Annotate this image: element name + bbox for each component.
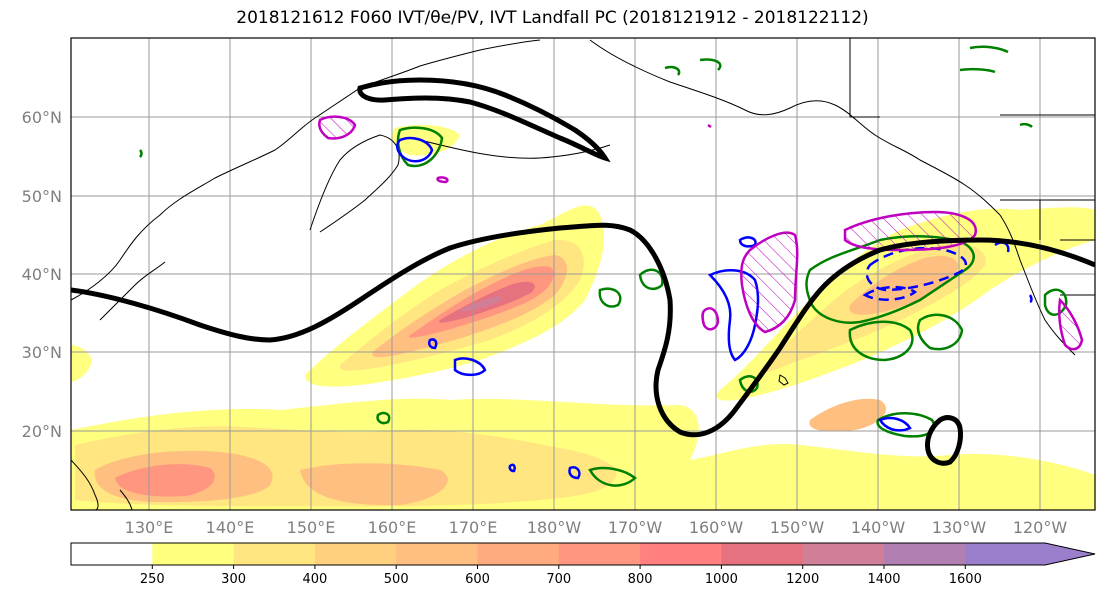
na-interior xyxy=(849,38,1095,296)
ivt-band-south-5 xyxy=(300,463,448,506)
black-contours xyxy=(71,77,1095,466)
colorbar-swatch xyxy=(477,543,560,565)
ivt-river-6 xyxy=(459,296,501,312)
colorbar-swatch xyxy=(396,543,478,565)
colorbar-tick-label: 500 xyxy=(384,572,409,587)
lon-label: 180°W xyxy=(527,518,582,537)
colorbar-tick-label: 600 xyxy=(465,572,490,587)
lon-labels: 130°E 140°E 150°E 160°E 170°E 180°W 170°… xyxy=(125,518,1068,537)
lon-label: 150°W xyxy=(770,518,825,537)
na-west-coast xyxy=(999,214,1076,356)
hawaii xyxy=(778,374,789,386)
lon-label: 150°E xyxy=(287,518,336,537)
colorbar: 250 300 400 500 600 700 800 1000 1200 1400 1600 xyxy=(70,542,1096,587)
lon-label: 160°W xyxy=(689,518,744,537)
colorbar-tick-label: 1200 xyxy=(786,572,819,587)
ivt-shading xyxy=(71,124,1095,510)
black-contour-north xyxy=(357,77,611,163)
alaska xyxy=(589,39,1001,216)
colorbar-tick-label: 1600 xyxy=(949,572,982,587)
graticule xyxy=(71,38,1095,510)
lon-label: 140°W xyxy=(851,518,906,537)
colorbar-swatch xyxy=(152,543,235,565)
ivt-east-3 xyxy=(849,255,959,315)
lat-label: 30°N xyxy=(22,343,62,362)
colorbar-swatch xyxy=(640,543,722,565)
colorbar-tick-label: 300 xyxy=(221,572,246,587)
map-title: 2018121612 F060 IVT/θe/PV, IVT Landfall … xyxy=(236,8,869,28)
ivt-east-4 xyxy=(809,398,886,432)
lat-labels: 60°N 50°N 40°N 30°N 20°N xyxy=(22,108,62,441)
philippines xyxy=(71,459,133,510)
colorbar-tick-label: 1400 xyxy=(867,572,900,587)
lon-label: 170°E xyxy=(449,518,498,537)
colorbar-swatch xyxy=(233,543,316,565)
colorbar-swatch xyxy=(558,543,641,565)
lon-label: 160°E xyxy=(368,518,417,537)
lat-label: 20°N xyxy=(22,422,62,441)
colorbar-tick-label: 400 xyxy=(302,572,327,587)
colorbar-swatch xyxy=(884,543,966,565)
colorbar-tick-label: 1000 xyxy=(705,572,738,587)
magenta-contours xyxy=(318,115,1084,351)
colorbar-outline xyxy=(70,542,1096,566)
ivt-west-edge xyxy=(71,345,92,382)
colorbar-swatch xyxy=(802,543,885,565)
ivt-band-south-4 xyxy=(115,464,215,497)
lon-label: 130°E xyxy=(125,518,174,537)
colorbar-tick-label: 800 xyxy=(628,572,653,587)
lat-label: 60°N xyxy=(22,108,62,127)
asia-coast xyxy=(71,39,541,301)
lat-label: 40°N xyxy=(22,265,62,284)
lon-label: 120°W xyxy=(1013,518,1068,537)
black-contour-loop xyxy=(925,415,963,466)
lon-label: 140°E xyxy=(206,518,255,537)
colorbar-tick-label: 700 xyxy=(546,572,571,587)
lon-label: 130°W xyxy=(932,518,987,537)
colorbar-arrow xyxy=(965,543,1095,565)
black-contour-main xyxy=(71,222,1095,438)
colorbar-swatch xyxy=(314,543,397,565)
lon-label: 170°W xyxy=(608,518,663,537)
map-frame xyxy=(70,37,1096,511)
colorbar-tick-label: 250 xyxy=(140,572,165,587)
kamchatka xyxy=(309,134,400,233)
blue-contours xyxy=(396,136,1033,480)
colorbar-swatch xyxy=(721,543,804,565)
coastlines xyxy=(71,38,1095,510)
japan xyxy=(99,261,166,321)
lat-label: 50°N xyxy=(22,187,62,206)
colorbar-swatch xyxy=(71,543,153,565)
ivt-island xyxy=(392,124,460,156)
